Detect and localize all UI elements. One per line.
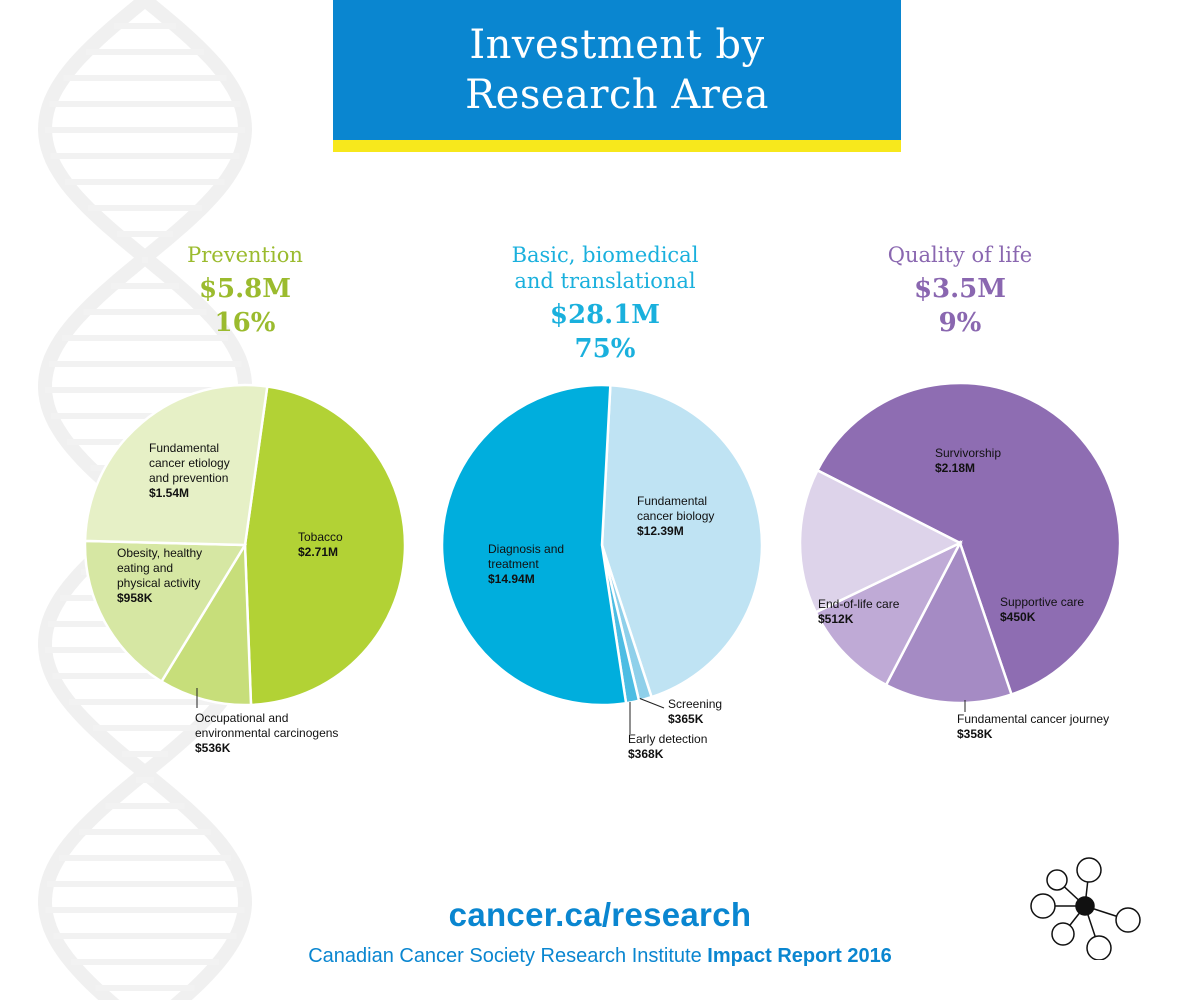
prevention-heading: Prevention $5.8M 16% <box>125 242 365 340</box>
pie-slice-0-0 <box>243 385 407 707</box>
slice-label: Supportive care $450K <box>1000 595 1084 624</box>
org-name: Canadian Cancer Society Research Institu… <box>308 945 702 967</box>
basic-category: Basic, biomedical and translational <box>511 243 699 293</box>
quality-category: Quality of life <box>887 243 1033 267</box>
basic-percent: 75% <box>574 334 636 364</box>
pie-slice-0-1 <box>159 540 253 707</box>
prevention-percent: 16% <box>214 308 276 338</box>
slice-label: Tobacco $2.71M <box>298 530 343 559</box>
quality-total: $3.5M <box>913 274 1007 304</box>
title-banner: Investment by Research Area <box>333 0 901 152</box>
basic-heading: Basic, biomedical and translational $28.… <box>460 242 750 366</box>
prevention-total: $5.8M <box>198 274 292 304</box>
pie-slice-1-0 <box>600 383 764 699</box>
slice-label: Fundamental cancer biology $12.39M <box>637 494 714 538</box>
slice-label: End-of-life care $512K <box>818 597 900 626</box>
pie-slice-1-3 <box>440 383 628 707</box>
slice-label: Fundamental cancer etiology and prevention… <box>149 441 230 500</box>
footer-credit: Canadian Cancer Society Research Institu… <box>200 945 1000 968</box>
pie-slice-0-3 <box>83 383 269 547</box>
prevention-category: Prevention <box>187 243 303 267</box>
page-title: Investment by Research Area <box>465 22 769 118</box>
pie-slice-2-3 <box>798 468 963 614</box>
slice-label: Survivorship $2.18M <box>935 446 1001 475</box>
quality-percent: 9% <box>938 308 982 338</box>
leader-line <box>635 696 665 709</box>
research-link[interactable]: cancer.ca/research <box>448 896 752 933</box>
slice-label: Occupational and environmental carcinogen… <box>195 711 338 755</box>
network-icon <box>1030 857 1141 960</box>
slice-label: Screening $365K <box>668 697 722 726</box>
slice-label: Obesity, healthy eating and physical activ… <box>117 546 202 605</box>
slice-label: Fundamental cancer journey $358K <box>957 712 1109 741</box>
slice-label: Early detection $368K <box>628 732 707 761</box>
pie-slice-0-2 <box>83 539 248 684</box>
basic-total: $28.1M <box>549 300 661 330</box>
slice-label: Diagnosis and treatment $14.94M <box>488 542 564 586</box>
report-name: Impact Report 2016 <box>707 945 892 967</box>
pie-slice-2-0 <box>815 381 1122 697</box>
pie-slice-2-2 <box>814 540 963 687</box>
pie-slice-2-1 <box>884 539 1014 705</box>
quality-heading: Quality of life $3.5M 9% <box>830 242 1090 340</box>
